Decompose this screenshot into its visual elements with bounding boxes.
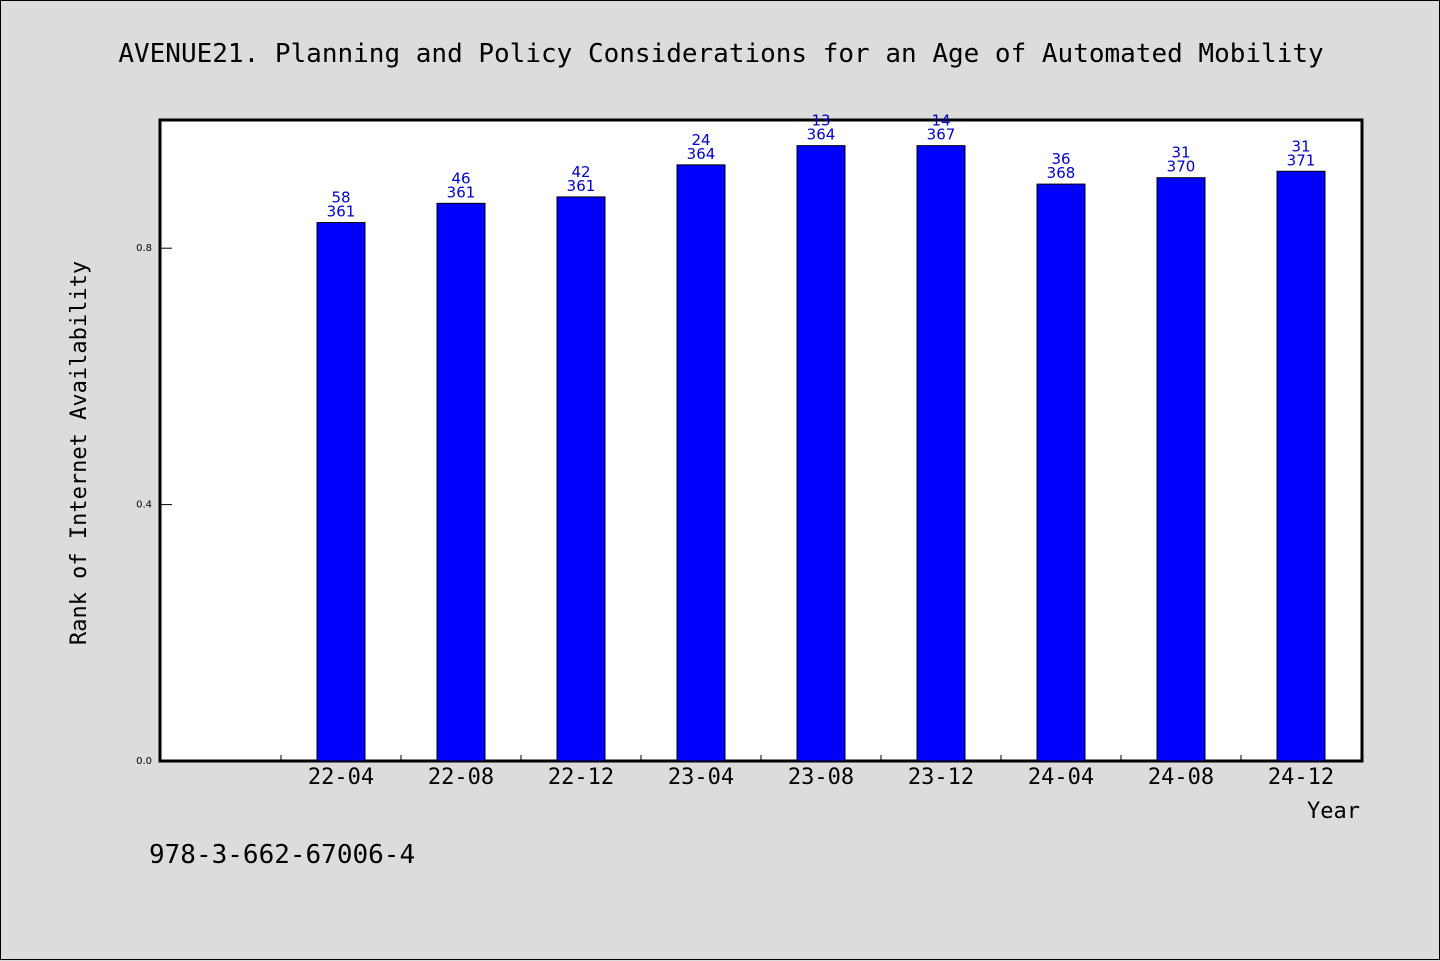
y-tick-label: 0.4	[136, 500, 152, 511]
bar-24-08	[1156, 177, 1206, 762]
data-label-rank: 24	[691, 131, 710, 149]
x-tick-label: 23-04	[668, 765, 734, 790]
bar-24-04	[1036, 183, 1086, 762]
bars-layer	[316, 145, 1326, 762]
bar-22-08	[436, 202, 486, 762]
data-label-total: 364	[807, 126, 836, 144]
x-tick-label: 24-12	[1268, 765, 1334, 790]
x-tick-label: 22-04	[308, 765, 374, 790]
bar-24-12	[1276, 170, 1326, 762]
data-label-total: 361	[567, 177, 596, 195]
data-label-total: 368	[1047, 164, 1076, 182]
x-tick-label: 23-12	[908, 765, 974, 790]
data-label-rank: 31	[1291, 137, 1310, 155]
data-label-total: 367	[927, 126, 956, 144]
isbn-label: 978-3-662-67006-4	[149, 840, 415, 870]
x-tick-label: 23-08	[788, 765, 854, 790]
x-tick-label: 22-08	[428, 765, 494, 790]
data-label-total: 361	[327, 203, 356, 221]
data-label-rank: 58	[331, 189, 350, 207]
y-axis-label: Rank of Internet Availability	[67, 261, 92, 645]
data-label-rank: 14	[931, 112, 950, 130]
bar-22-04	[316, 222, 366, 762]
data-label-total: 361	[447, 183, 476, 201]
x-tick-label: 24-04	[1028, 765, 1094, 790]
data-labels-layer: 5836146361423612436413364143673636831370…	[327, 112, 1316, 221]
bar-22-12	[556, 196, 606, 762]
x-axis-ticks: 22-04 22-08 22-12 23-04 23-08 23-12 24-04 24-08…	[280, 755, 1362, 790]
x-axis-label: Year	[1307, 799, 1360, 824]
data-label-total: 370	[1167, 158, 1196, 176]
data-label-total: 371	[1287, 151, 1316, 169]
bar-23-12	[916, 145, 966, 762]
y-tick-label: 0.0	[136, 756, 152, 767]
x-tick-label: 22-12	[548, 765, 614, 790]
chart-title: AVENUE21. Planning and Policy Considerat…	[118, 39, 1323, 69]
data-label-rank: 42	[571, 163, 590, 181]
data-label-rank: 36	[1051, 150, 1070, 168]
data-label-rank: 13	[811, 112, 830, 130]
bar-23-08	[796, 145, 846, 762]
data-label-rank: 46	[451, 169, 470, 187]
data-label-total: 364	[687, 145, 716, 163]
y-tick-label: 0.8	[136, 243, 152, 254]
x-tick-label: 24-08	[1148, 765, 1214, 790]
bar-23-04	[676, 164, 726, 762]
data-label-rank: 31	[1171, 144, 1190, 162]
y-axis-ticks: 0.0 0.4 0.8	[136, 243, 172, 767]
